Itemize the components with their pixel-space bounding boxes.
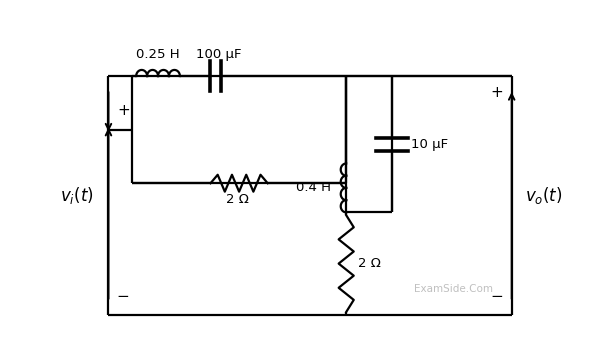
Text: +: + [491, 86, 503, 101]
Text: 100 μF: 100 μF [196, 48, 241, 61]
Text: $v_i(t)$: $v_i(t)$ [60, 185, 94, 206]
Text: 2 Ω: 2 Ω [226, 193, 249, 206]
Text: 10 μF: 10 μF [411, 138, 448, 151]
Text: −: − [117, 289, 130, 304]
Text: +: + [117, 103, 130, 118]
Text: $v_o(t)$: $v_o(t)$ [525, 185, 562, 206]
Text: 0.4 H: 0.4 H [296, 181, 331, 194]
Text: 2 Ω: 2 Ω [358, 257, 381, 270]
Text: −: − [491, 289, 503, 304]
Text: 0.25 H: 0.25 H [136, 48, 180, 61]
Text: ExamSide.Com: ExamSide.Com [414, 284, 493, 294]
